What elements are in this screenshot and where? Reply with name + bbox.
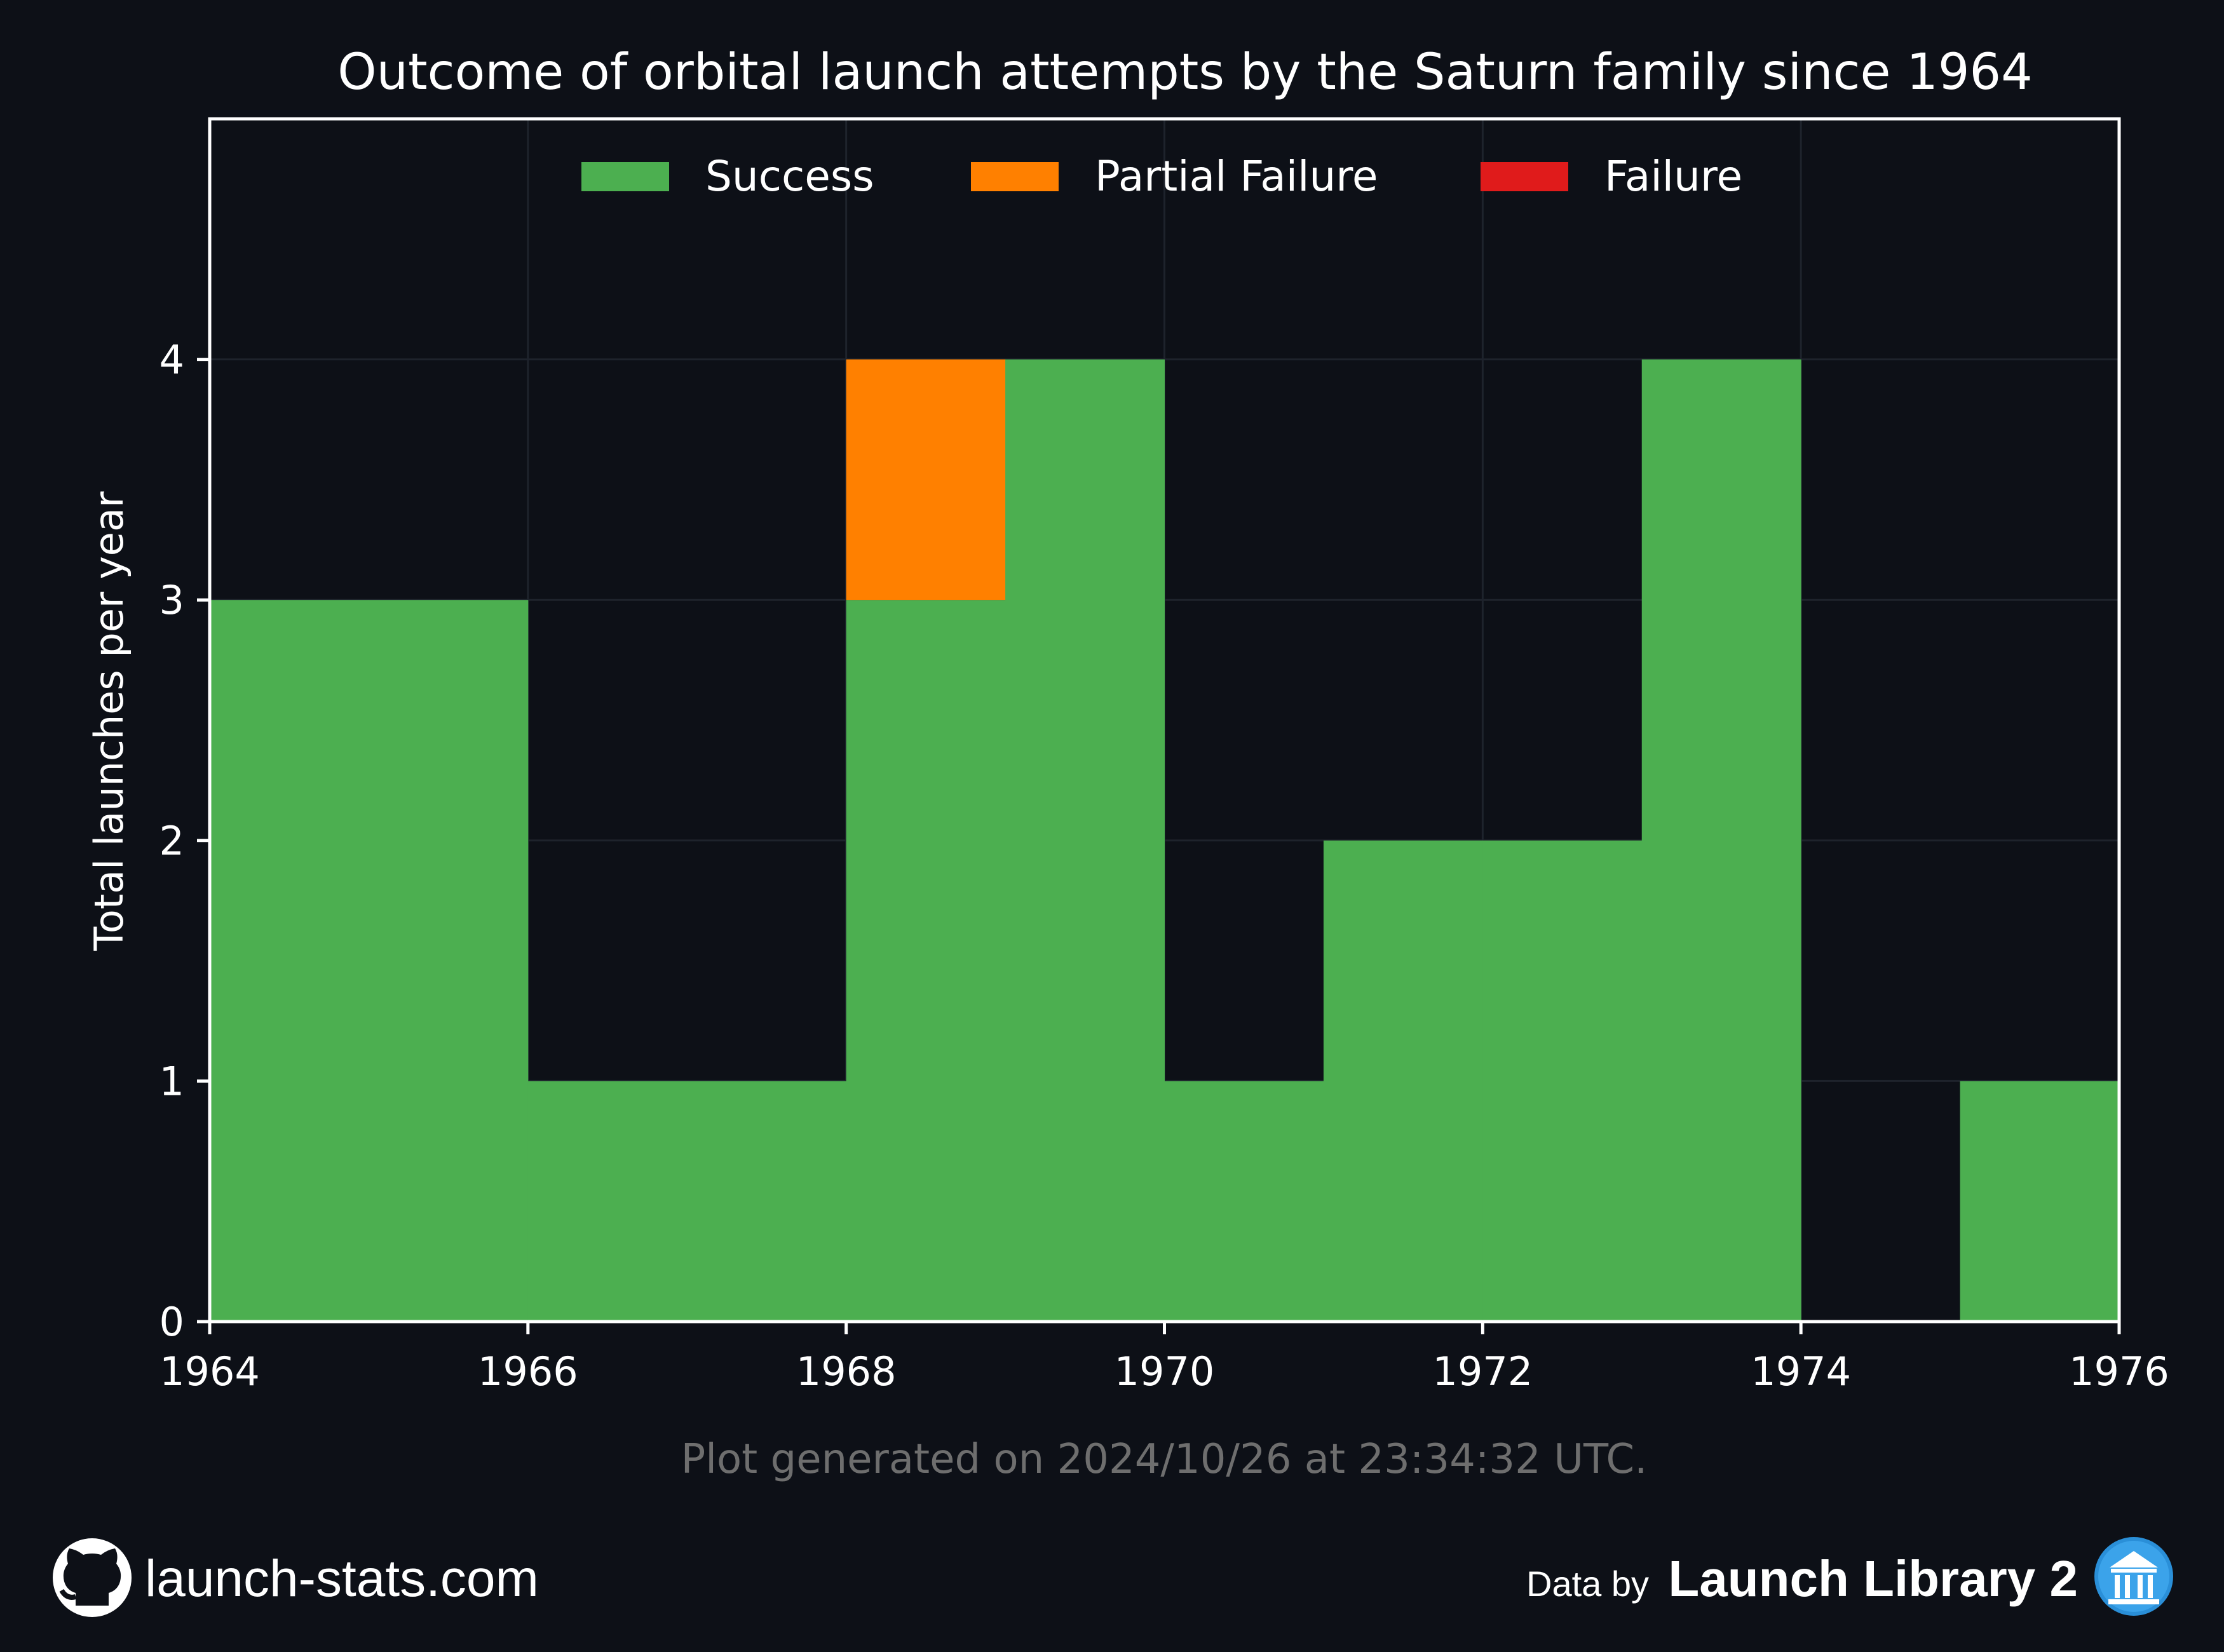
y-tick-label: 2 (159, 818, 184, 864)
bar-success-1967 (687, 1081, 847, 1322)
legend: Success Partial Failure Failure (581, 152, 1742, 201)
bar-success-1972 (1482, 840, 1643, 1322)
legend-label-partial-failure: Partial Failure (1095, 152, 1378, 201)
bar-partial-failure-1968 (846, 359, 1006, 600)
bars (210, 359, 2120, 1322)
bar-success-1971 (1323, 840, 1483, 1322)
generated-timestamp: Plot generated on 2024/10/26 at 23:34:32… (681, 1436, 1648, 1483)
launch-library-icon (2094, 1537, 2173, 1616)
bar-success-1975 (1960, 1081, 2120, 1322)
x-axis: 1964 1966 1968 1970 1972 1974 1976 (159, 1322, 2169, 1395)
bar-success-1964 (210, 600, 369, 1322)
y-tick-label: 4 (159, 337, 184, 383)
x-tick-label: 1968 (796, 1348, 897, 1395)
legend-swatch-partial-failure (971, 162, 1059, 191)
y-axis-label: Total launches per year (86, 491, 132, 951)
x-tick-label: 1966 (478, 1348, 578, 1395)
bar-success-1973 (1641, 359, 1801, 1322)
legend-swatch-success (581, 162, 669, 191)
x-tick-label: 1970 (1115, 1348, 1215, 1395)
footer-data-by: Data by (1526, 1564, 1649, 1604)
x-tick-label: 1976 (2069, 1348, 2169, 1395)
footer-site-link[interactable]: launch-stats.com (145, 1550, 539, 1608)
legend-label-failure: Failure (1604, 152, 1742, 201)
x-tick-label: 1972 (1432, 1348, 1533, 1395)
legend-label-success: Success (705, 152, 874, 201)
chart-title: Outcome of orbital launch attempts by th… (337, 44, 2032, 101)
footer-library-name[interactable]: Launch Library 2 (1668, 1550, 2078, 1607)
y-tick-label: 0 (159, 1299, 184, 1345)
bar-success-1966 (527, 1081, 688, 1322)
y-tick-label: 1 (159, 1058, 184, 1104)
legend-swatch-failure (1481, 162, 1568, 191)
bar-success-1970 (1164, 1081, 1324, 1322)
bar-success-1965 (369, 600, 529, 1322)
y-axis: 0 1 2 3 4 (159, 337, 210, 1345)
y-tick-label: 3 (159, 577, 184, 623)
github-icon (53, 1538, 132, 1617)
x-tick-label: 1974 (1751, 1348, 1851, 1395)
x-tick-label: 1964 (159, 1348, 260, 1395)
bar-success-1969 (1005, 359, 1165, 1322)
bar-success-1968 (846, 600, 1006, 1322)
